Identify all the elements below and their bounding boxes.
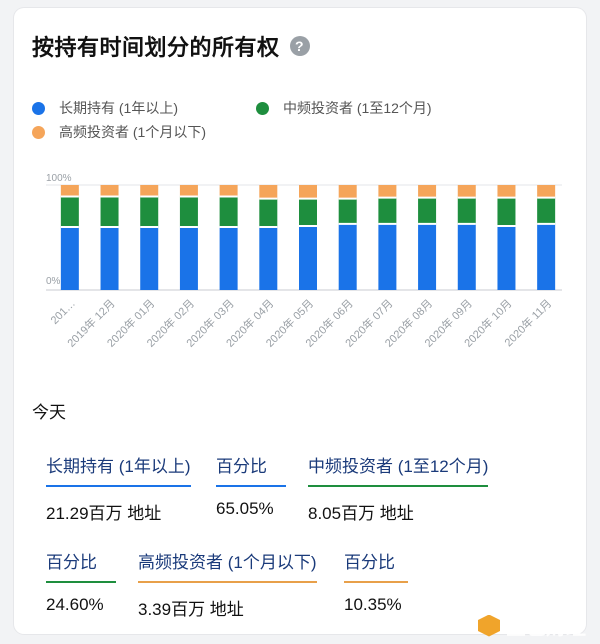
bar-segment <box>60 185 79 197</box>
bar-segment <box>418 197 437 224</box>
bar-segment <box>259 198 278 227</box>
stat-short: 高频投资者 (1个月以下) 3.39百万 地址 <box>138 548 317 620</box>
stat-short-label: 高频投资者 (1个月以下) <box>138 548 317 583</box>
legend-dot-icon <box>256 101 269 115</box>
stat-mid-value: 8.05百万 地址 <box>308 504 414 523</box>
bar-segment <box>457 223 476 290</box>
bar-segment <box>457 197 476 224</box>
legend-dot-icon <box>32 101 45 115</box>
bar-segment <box>179 227 198 290</box>
stat-mid-pct: 百分比 24.60% <box>46 548 116 615</box>
stat-long-pct: 百分比 65.05% <box>216 452 286 519</box>
legend-item-long[interactable]: 长期持有 (1年以上) <box>32 98 178 118</box>
stat-short-pct-value: 10.35% <box>344 595 402 614</box>
bar-segment <box>537 185 556 198</box>
stat-short-value: 3.39百万 地址 <box>138 600 244 619</box>
bar-segment <box>60 227 79 290</box>
x-tick-label: 201… <box>49 298 78 327</box>
legend-label: 中频投资者 (1至12个月) <box>283 100 432 116</box>
bar-segment <box>259 185 278 199</box>
today-label: 今天 <box>32 403 66 422</box>
bar-segment <box>338 223 357 290</box>
bar-segment <box>179 185 198 197</box>
y-tick-label: 100% <box>46 173 72 184</box>
stat-long-pct-value: 65.05% <box>216 499 274 518</box>
bar-segment <box>219 185 238 197</box>
bar-segment <box>338 185 357 199</box>
bar-segment <box>219 227 238 290</box>
legend-item-short[interactable]: 高频投资者 (1个月以下) <box>32 122 206 142</box>
bar-segment <box>418 185 437 198</box>
bar-segment <box>299 198 317 226</box>
bar-segment <box>378 185 397 198</box>
page-title: 按持有时间划分的所有权 ? <box>32 30 310 62</box>
bar-segment <box>299 225 317 290</box>
bar-segment <box>497 185 516 198</box>
bar-segment <box>497 225 516 290</box>
question-circle-icon[interactable]: ? <box>289 36 310 56</box>
bar-segment <box>537 223 556 290</box>
bar-segment <box>259 227 278 290</box>
stat-long: 长期持有 (1年以上) 21.29百万 地址 <box>46 452 191 524</box>
bar-segment <box>378 197 397 224</box>
bar-segment <box>299 185 317 199</box>
bar-segment <box>219 196 238 227</box>
legend-label: 高频投资者 (1个月以下) <box>59 124 206 140</box>
stat-mid-label: 中频投资者 (1至12个月) <box>308 452 489 487</box>
stat-mid: 中频投资者 (1至12个月) 8.05百万 地址 <box>308 452 489 524</box>
stat-long-pct-label: 百分比 <box>216 452 286 487</box>
bar-segment <box>140 227 159 290</box>
bar-segment <box>60 196 79 227</box>
title-text: 按持有时间划分的所有权 <box>32 35 280 60</box>
bar-segment <box>497 197 516 226</box>
bar-segment <box>179 196 198 227</box>
legend-item-mid[interactable]: 中频投资者 (1至12个月) <box>256 98 432 118</box>
bar-segment <box>100 227 119 290</box>
bar-segment <box>418 223 437 290</box>
stat-short-pct-label: 百分比 <box>344 548 408 583</box>
stat-long-value: 21.29百万 地址 <box>46 504 162 523</box>
card <box>14 8 586 634</box>
bar-segment <box>537 197 556 224</box>
bar-segment <box>100 185 119 197</box>
bar-segment <box>140 196 159 227</box>
bar-segment <box>338 198 357 224</box>
watermark: 金色财经 <box>478 611 586 640</box>
logo-icon <box>478 614 500 637</box>
bar-segment <box>457 185 476 198</box>
stat-long-label: 长期持有 (1年以上) <box>46 452 191 487</box>
legend-label: 长期持有 (1年以上) <box>59 100 178 116</box>
stat-mid-pct-label: 百分比 <box>46 548 116 583</box>
legend-dot-icon <box>32 125 45 139</box>
bar-segment <box>100 196 119 227</box>
bar-segment <box>378 223 397 290</box>
watermark-text: 金色财经 <box>506 617 586 639</box>
stat-short-pct: 百分比 10.35% <box>344 548 408 615</box>
y-tick-label: 0% <box>46 276 61 287</box>
stat-mid-pct-value: 24.60% <box>46 595 104 614</box>
bar-segment <box>140 185 159 197</box>
